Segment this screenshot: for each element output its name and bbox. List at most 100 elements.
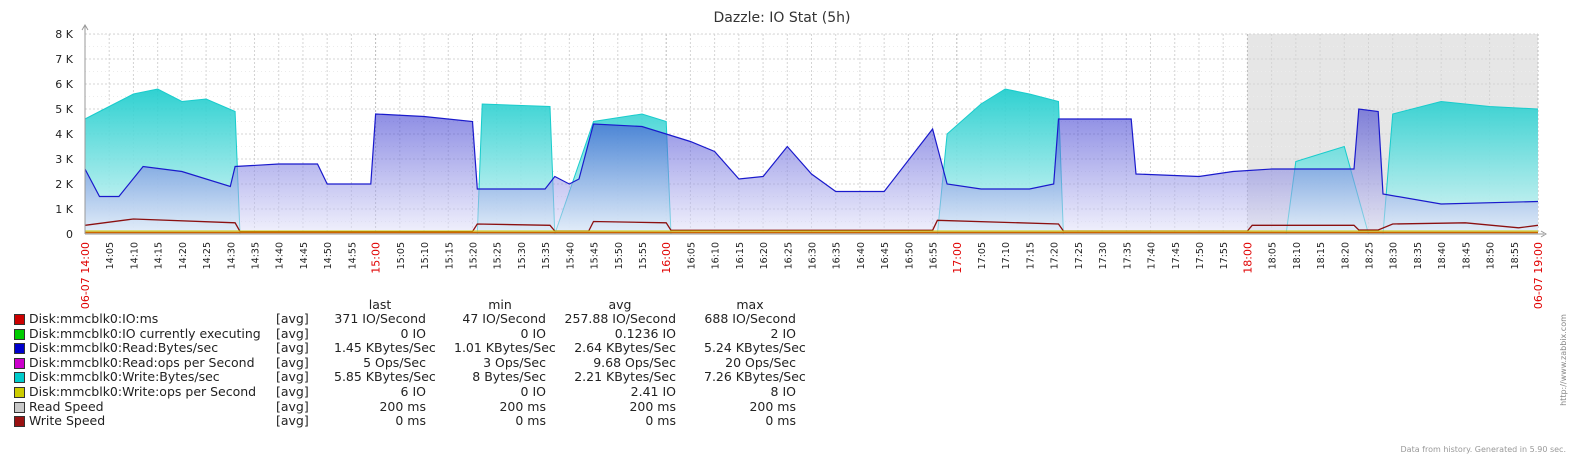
x-tick-label: 17:40 xyxy=(1147,242,1158,269)
x-axis-ticks: 14:05 14:10 14:15 14:20 14:25 14:30 14:35 14:40… xyxy=(79,242,1545,309)
x-tick-label: 16:35 xyxy=(832,242,843,269)
legend-func: [avg] xyxy=(276,354,309,370)
x-tick-label: 17:25 xyxy=(1074,242,1085,269)
chart-title: Dazzle: IO Stat (5h) xyxy=(714,10,851,26)
x-tick-label: 16:10 xyxy=(711,242,722,269)
x-tick-label: 15:45 xyxy=(590,242,601,269)
x-tick-label: 06-07 14:00 xyxy=(79,242,92,309)
x-tick-label: 17:50 xyxy=(1195,242,1206,269)
x-tick-label: 16:25 xyxy=(783,242,794,269)
x-tick-label: 18:15 xyxy=(1316,242,1327,269)
x-tick-label: 18:05 xyxy=(1268,242,1279,269)
legend-avg: 200 ms xyxy=(629,398,676,414)
x-tick-label: 16:00 xyxy=(660,242,673,274)
y-tick-label: 2 K xyxy=(55,178,73,191)
x-tick-label: 15:20 xyxy=(468,242,479,269)
x-tick-label: 15:10 xyxy=(420,242,431,269)
x-tick-label: 16:55 xyxy=(929,242,940,269)
x-tick-label: 14:45 xyxy=(299,242,310,269)
y-tick-label: 5 K xyxy=(55,103,73,116)
legend-func: [avg] xyxy=(276,383,309,399)
legend-name: Write Speed xyxy=(29,413,106,429)
x-tick-label: 17:30 xyxy=(1098,242,1109,269)
legend-swatch xyxy=(14,401,25,413)
x-tick-label: 16:50 xyxy=(904,242,915,269)
legend-min: 200 ms xyxy=(499,398,546,414)
legend-name: Disk:mmcblk0:IO:ms xyxy=(29,311,159,326)
legend-min: 1.01 KBytes/Sec xyxy=(454,340,556,356)
legend-min: 0 IO xyxy=(520,325,546,341)
legend-last: 5 Ops/Sec xyxy=(363,354,426,370)
legend-func: [avg] xyxy=(276,413,309,429)
legend-func: [avg] xyxy=(276,311,309,326)
x-tick-label: 18:35 xyxy=(1413,242,1424,269)
legend-header-min: min xyxy=(488,297,512,312)
legend-min: 8 Bytes/Sec xyxy=(472,369,546,385)
y-tick-label: 8 K xyxy=(55,28,73,41)
x-tick-label: 15:05 xyxy=(396,242,407,269)
x-tick-label: 15:15 xyxy=(444,242,455,269)
legend-last: 371 IO/Second xyxy=(334,311,426,326)
legend-avg: 257.88 IO/Second xyxy=(564,311,676,326)
legend-last: 0 ms xyxy=(395,413,426,429)
x-tick-label: 18:45 xyxy=(1461,242,1472,269)
legend-func: [avg] xyxy=(276,340,309,356)
legend-header-last: last xyxy=(368,297,392,312)
legend-last: 0 IO xyxy=(400,325,426,341)
x-tick-label: 18:00 xyxy=(1241,242,1254,274)
read-bytes-line xyxy=(84,108,1539,205)
x-tick-label: 15:00 xyxy=(370,242,383,274)
legend-func: [avg] xyxy=(276,325,309,341)
x-tick-label: 16:15 xyxy=(735,242,746,269)
legend-max: 7.26 KBytes/Sec xyxy=(704,369,806,385)
legend-max: 688 IO/Second xyxy=(704,311,796,326)
x-tick-label: 15:35 xyxy=(541,242,552,269)
x-tick-label: 15:40 xyxy=(565,242,576,269)
x-tick-label: 14:05 xyxy=(105,242,116,269)
y-tick-label: 6 K xyxy=(55,78,73,91)
legend-avg: 2.41 IO xyxy=(630,383,676,399)
legend-swatch xyxy=(14,357,25,369)
legend-max: 0 ms xyxy=(765,413,796,429)
x-tick-label: 16:05 xyxy=(686,242,697,269)
legend-name: Read Speed xyxy=(29,398,104,414)
legend-name: Disk:mmcblk0:Read:ops per Second xyxy=(29,354,255,370)
legend-min: 47 IO/Second xyxy=(462,311,546,326)
legend-min: 3 Ops/Sec xyxy=(483,354,546,370)
legend-last: 6 IO xyxy=(400,383,426,399)
legend-swatch xyxy=(14,328,25,340)
legend-swatch xyxy=(14,386,25,398)
x-tick-label: 17:55 xyxy=(1219,242,1230,269)
x-tick-label: 14:30 xyxy=(226,242,237,269)
x-tick-label: 17:10 xyxy=(1001,242,1012,269)
x-tick-label: 06-07 19:00 xyxy=(1532,242,1545,309)
read-bytes-area xyxy=(85,109,1538,234)
legend-header-max: max xyxy=(736,297,764,312)
x-tick-label: 15:50 xyxy=(614,242,625,269)
legend-func: [avg] xyxy=(276,398,309,414)
legend-swatch xyxy=(14,372,25,384)
x-tick-label: 16:45 xyxy=(880,242,891,269)
x-tick-label: 17:20 xyxy=(1050,242,1061,269)
x-tick-label: 14:15 xyxy=(154,242,165,269)
x-tick-label: 15:55 xyxy=(638,242,649,269)
x-tick-label: 17:00 xyxy=(951,242,964,274)
legend-last: 200 ms xyxy=(379,398,426,414)
legend-name: Disk:mmcblk0:Read:Bytes/sec xyxy=(29,340,219,356)
x-tick-label: 16:20 xyxy=(759,242,770,269)
x-tick-label: 18:40 xyxy=(1437,242,1448,269)
legend-func: [avg] xyxy=(276,369,309,385)
x-tick-label: 14:40 xyxy=(275,242,286,269)
x-tick-label: 16:30 xyxy=(808,242,819,269)
legend-max: 20 Ops/Sec xyxy=(725,354,796,370)
legend-swatch xyxy=(14,416,25,428)
x-tick-label: 15:25 xyxy=(493,242,504,269)
x-tick-label: 14:20 xyxy=(178,242,189,269)
legend-avg: 0.1236 IO xyxy=(614,325,676,341)
x-tick-label: 14:10 xyxy=(129,242,140,269)
footer-text: Data from history. Generated in 5.90 sec… xyxy=(1401,445,1566,454)
x-tick-label: 18:20 xyxy=(1340,242,1351,269)
x-tick-label: 14:25 xyxy=(202,242,213,269)
legend-max: 2 IO xyxy=(770,325,796,341)
